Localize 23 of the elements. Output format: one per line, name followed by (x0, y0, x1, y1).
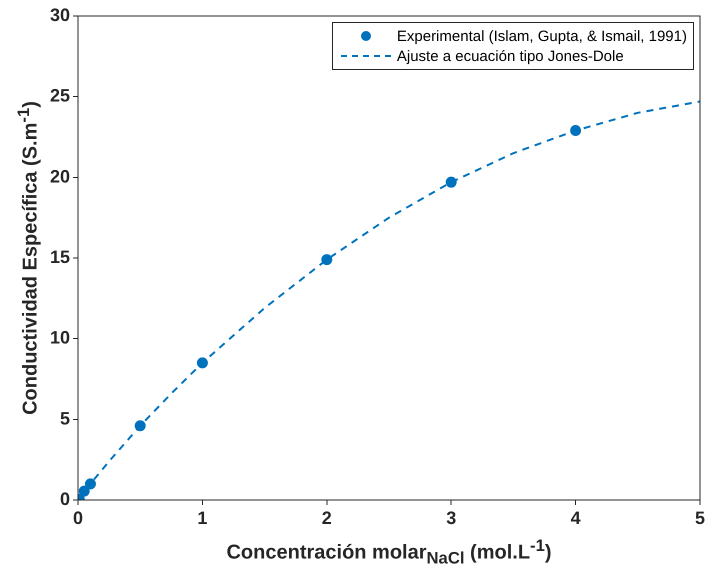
x-tick-label: 3 (446, 508, 456, 528)
y-tick-label: 0 (60, 488, 70, 509)
y-tick-label: 5 (60, 408, 70, 428)
legend-label: Ajuste a ecuación tipo Jones-Dole (396, 48, 624, 64)
x-tick-label: 2 (322, 508, 332, 528)
y-tick-label: 20 (50, 166, 70, 186)
y-tick-label: 15 (50, 246, 70, 267)
x-axis-title: Concentración molar$_{NaCl}$ (mol.L$^{-1}$) (225, 536, 553, 569)
point (446, 176, 457, 188)
y-tick-label: 30 (50, 4, 70, 25)
point (84, 478, 96, 490)
x-tick-label: 1 (197, 508, 208, 528)
point (321, 254, 332, 266)
x-tick-label: 0 (72, 508, 84, 528)
point (78, 486, 90, 497)
y-tick-label: 10 (50, 328, 70, 348)
x-tick-label: 4 (570, 508, 581, 528)
point (134, 420, 146, 432)
point (570, 125, 582, 136)
legend-label: Experimental (Islam, Gupta, & Ismail, 1991) (396, 28, 687, 44)
y-tick-label: 25 (50, 86, 70, 106)
point (196, 357, 208, 368)
x-tick-label: 5 (694, 508, 706, 528)
